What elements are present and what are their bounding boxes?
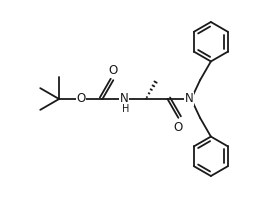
Text: N: N (185, 92, 193, 106)
Text: N: N (120, 92, 129, 106)
Text: O: O (109, 64, 118, 77)
Text: O: O (76, 92, 85, 106)
Text: H: H (122, 104, 129, 114)
Text: O: O (174, 121, 183, 134)
